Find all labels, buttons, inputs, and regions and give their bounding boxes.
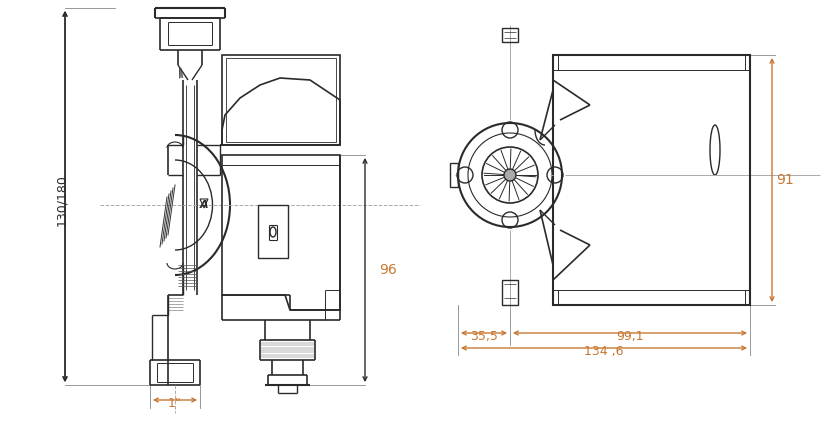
Text: 1": 1": [168, 397, 182, 410]
Text: 35,5: 35,5: [470, 330, 498, 343]
Text: 91: 91: [776, 173, 794, 187]
Text: 96: 96: [379, 263, 396, 277]
Text: 99,1: 99,1: [617, 330, 644, 343]
Circle shape: [504, 169, 516, 181]
Text: 130/180: 130/180: [56, 174, 68, 226]
Text: A: A: [199, 200, 209, 210]
Text: 134 ,6: 134 ,6: [584, 345, 624, 358]
